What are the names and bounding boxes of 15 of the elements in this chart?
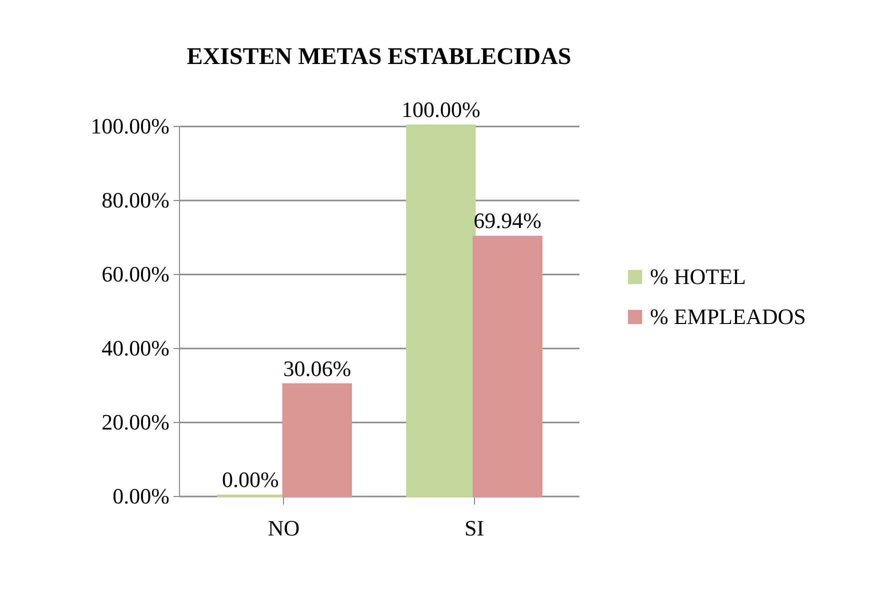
y-tick-label: 20.00% [102, 410, 170, 434]
y-tick-label: 80.00% [102, 188, 170, 212]
y-tick-label: 0.00% [112, 484, 170, 508]
data-label: 69.94% [474, 208, 542, 234]
data-label: 30.06% [283, 356, 352, 381]
data-label: 0.00% [222, 467, 279, 492]
y-tick-label: 40.00% [102, 336, 170, 360]
y-tick-label: 100.00% [90, 114, 170, 138]
y-tick-label: 60.00% [102, 262, 170, 286]
legend-label: % EMPLEADOS [650, 304, 806, 329]
x-tick-label: SI [464, 516, 484, 540]
data-label: 100.00% [401, 97, 480, 122]
legend-label: % HOTEL [650, 264, 746, 289]
x-tick-label: NO [268, 516, 300, 540]
chart-title: EXISTEN METAS ESTABLECIDAS [186, 44, 572, 70]
